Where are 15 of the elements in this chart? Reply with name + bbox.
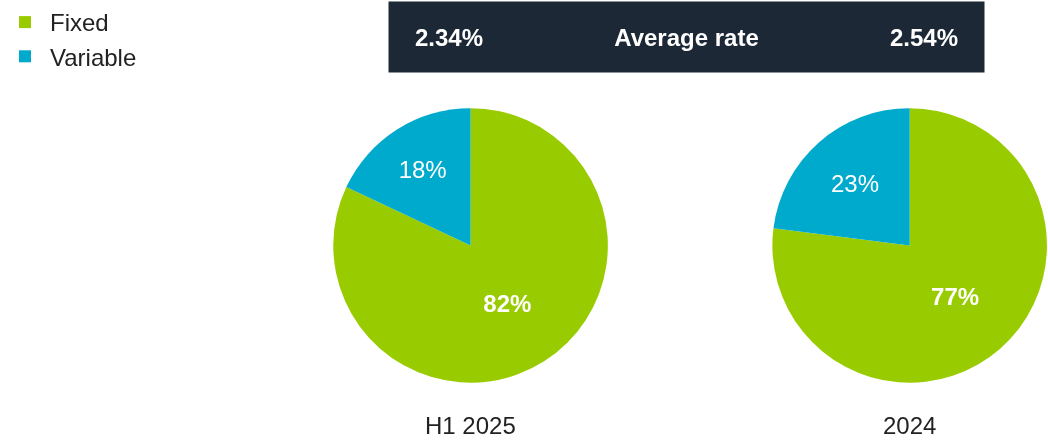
data-label: 77%: [931, 283, 980, 311]
legend-label: Variable: [50, 43, 137, 71]
data-label: 18%: [398, 156, 447, 184]
text: H1 2025: [425, 412, 516, 439]
pie-slice: [333, 108, 608, 383]
pie-slice: [346, 108, 471, 246]
text: 2024: [883, 412, 937, 439]
pie-slice: [773, 108, 910, 246]
text: 2.34%: [415, 24, 484, 51]
text: 2.54%: [890, 24, 959, 51]
text: Average rate: [614, 23, 759, 51]
pie-slice: [772, 108, 1047, 383]
data-label: 82%: [483, 289, 532, 317]
data-label: 23%: [830, 169, 880, 197]
legend-label: Fixed: [50, 9, 109, 37]
